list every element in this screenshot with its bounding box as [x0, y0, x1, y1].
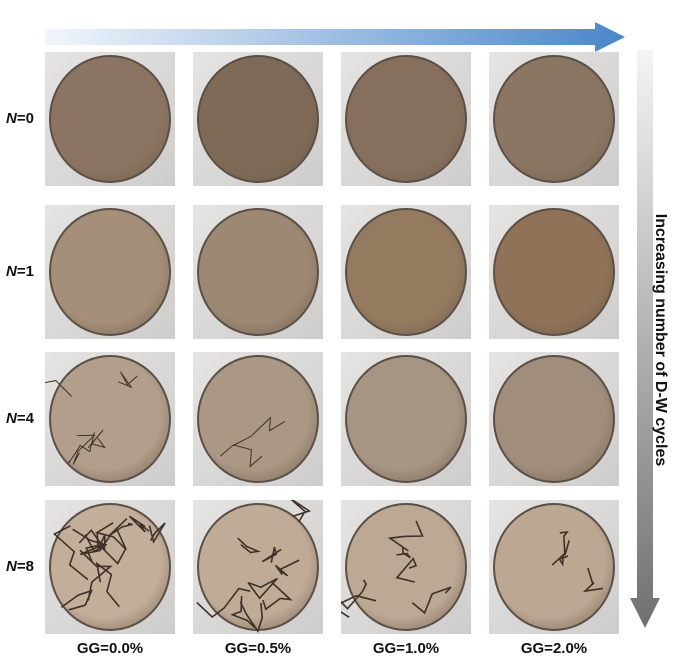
- sample-disc: [493, 503, 615, 631]
- crack: [94, 522, 127, 551]
- sample-photo: [193, 500, 323, 634]
- sample-photo: [341, 500, 471, 634]
- sample-photo: [489, 352, 619, 486]
- crack: [559, 530, 570, 556]
- crack: [582, 567, 604, 593]
- crack: [341, 579, 368, 610]
- crack: [45, 380, 73, 397]
- sample-disc: [49, 55, 171, 183]
- cracks: [45, 371, 138, 465]
- row-variable: N: [6, 263, 17, 280]
- sample-photo: [45, 205, 175, 339]
- row-value: =4: [16, 410, 34, 427]
- sample-disc: [345, 355, 467, 483]
- crack: [395, 557, 418, 583]
- crack: [60, 589, 94, 611]
- cracks: [341, 520, 452, 618]
- crack: [274, 559, 300, 577]
- sample-photo: [489, 205, 619, 339]
- sample-photo: [45, 52, 175, 186]
- horizontal-arrow: [45, 22, 625, 52]
- crack: [118, 371, 138, 389]
- crack: [551, 552, 569, 567]
- sample-disc: [493, 208, 615, 336]
- sample-disc: [197, 208, 319, 336]
- crack: [262, 581, 293, 611]
- crack: [261, 546, 282, 563]
- row-variable: N: [6, 410, 17, 427]
- vertical-arrow: [630, 50, 660, 628]
- crack: [72, 434, 96, 465]
- crack: [68, 432, 95, 465]
- sample-disc: [197, 355, 319, 483]
- crack: [196, 587, 251, 619]
- cracks: [196, 500, 312, 634]
- row-value: =0: [16, 110, 34, 127]
- row-variable: N: [6, 558, 17, 575]
- crack: [290, 500, 312, 523]
- column-label: GG=0.0%: [76, 640, 144, 657]
- crack: [148, 522, 166, 544]
- crack: [95, 561, 120, 608]
- column-label: GG=0.5%: [224, 640, 292, 657]
- crack: [128, 515, 150, 533]
- row-label: N=8: [6, 558, 34, 575]
- sample-disc: [493, 55, 615, 183]
- crack: [341, 594, 377, 618]
- row-label: N=1: [6, 263, 34, 280]
- crack: [220, 444, 263, 468]
- sample-photo: [341, 52, 471, 186]
- row-label: N=4: [6, 410, 34, 427]
- crack: [79, 532, 111, 556]
- sample-photo: [489, 52, 619, 186]
- crack: [411, 586, 452, 615]
- header-title: Increasing GG content: [231, 3, 414, 22]
- row-variable: N: [6, 110, 17, 127]
- crack: [230, 595, 256, 629]
- cracks: [52, 515, 166, 611]
- sample-photo: [193, 52, 323, 186]
- sample-disc: [493, 355, 615, 483]
- crack: [237, 537, 261, 554]
- sample-photo: [45, 500, 175, 634]
- sample-disc: [345, 208, 467, 336]
- sample-disc: [49, 208, 171, 336]
- cracks: [551, 530, 604, 593]
- crack: [87, 429, 106, 449]
- crack: [232, 416, 285, 447]
- crack: [396, 547, 411, 559]
- crack: [85, 544, 127, 565]
- sample-disc: [197, 55, 319, 183]
- crack: [107, 518, 133, 538]
- row-value: =8: [16, 558, 34, 575]
- sample-disc: [345, 55, 467, 183]
- row-label: N=0: [6, 110, 34, 127]
- crack: [387, 520, 424, 552]
- crack: [78, 529, 106, 552]
- cracks: [220, 416, 285, 468]
- sample-photo: [193, 205, 323, 339]
- crack: [247, 577, 278, 600]
- sample-photo: [489, 500, 619, 634]
- column-label: GG=2.0%: [520, 640, 588, 657]
- column-label: GG=1.0%: [372, 640, 440, 657]
- sample-photo: [341, 352, 471, 486]
- side-title: Increasing number of D-W cycles: [652, 213, 669, 467]
- row-value: =1: [16, 263, 34, 280]
- sample-photo: [193, 352, 323, 486]
- sample-photo: [45, 352, 175, 486]
- crack: [52, 525, 89, 581]
- sample-photo: [341, 205, 471, 339]
- crack: [239, 601, 264, 634]
- sample-disc: [345, 503, 467, 631]
